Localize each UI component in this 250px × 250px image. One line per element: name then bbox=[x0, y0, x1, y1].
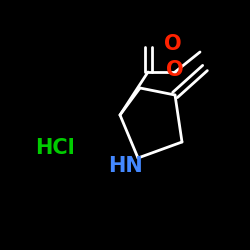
Text: HCl: HCl bbox=[35, 138, 75, 158]
Text: O: O bbox=[164, 34, 182, 54]
Text: O: O bbox=[166, 60, 184, 80]
Text: HN: HN bbox=[108, 156, 144, 176]
